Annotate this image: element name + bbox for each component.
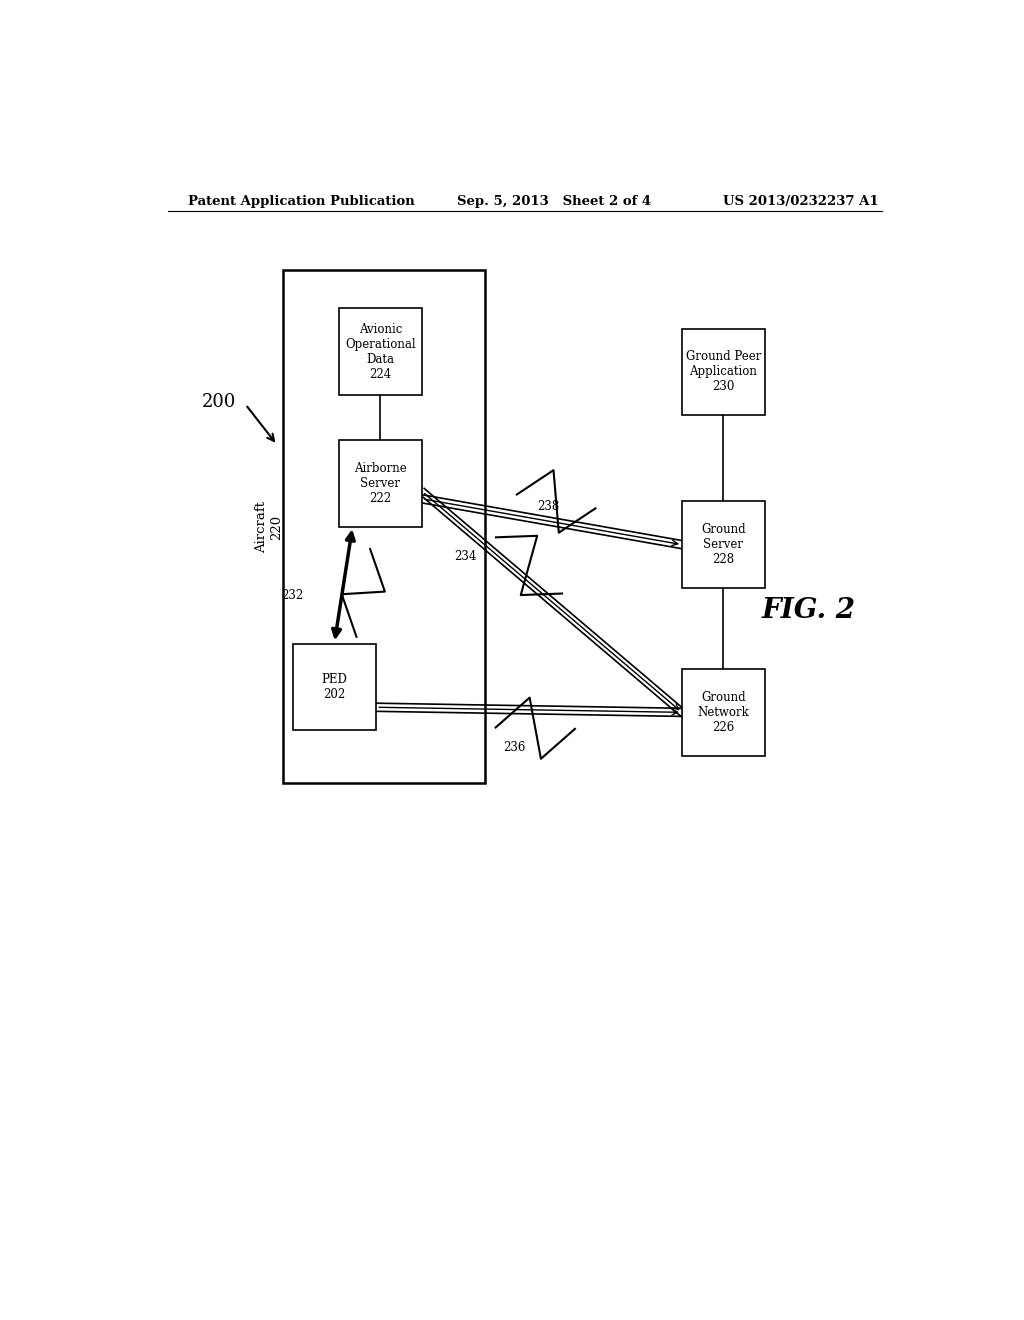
FancyBboxPatch shape <box>339 441 422 527</box>
Text: 200: 200 <box>202 393 237 412</box>
Text: Airborne
Server
222: Airborne Server 222 <box>354 462 407 506</box>
Text: 236: 236 <box>503 742 525 755</box>
Text: Sep. 5, 2013   Sheet 2 of 4: Sep. 5, 2013 Sheet 2 of 4 <box>458 195 651 209</box>
FancyBboxPatch shape <box>339 309 422 395</box>
FancyBboxPatch shape <box>682 669 765 755</box>
Text: Ground
Network
226: Ground Network 226 <box>697 690 750 734</box>
FancyBboxPatch shape <box>682 329 765 414</box>
Text: FIG. 2: FIG. 2 <box>762 597 856 624</box>
Text: PED
202: PED 202 <box>322 673 347 701</box>
Text: Avionic
Operational
Data
224: Avionic Operational Data 224 <box>345 322 416 380</box>
Text: Patent Application Publication: Patent Application Publication <box>187 195 415 209</box>
FancyBboxPatch shape <box>293 644 376 730</box>
Text: 234: 234 <box>454 550 476 564</box>
Text: 232: 232 <box>282 589 303 602</box>
Text: US 2013/0232237 A1: US 2013/0232237 A1 <box>723 195 879 209</box>
Text: Ground
Server
228: Ground Server 228 <box>700 523 745 566</box>
Text: Aircraft
220: Aircraft 220 <box>255 502 284 553</box>
Text: Ground Peer
Application
230: Ground Peer Application 230 <box>685 350 761 393</box>
FancyBboxPatch shape <box>283 271 485 784</box>
Text: 238: 238 <box>538 499 560 512</box>
FancyBboxPatch shape <box>682 502 765 587</box>
